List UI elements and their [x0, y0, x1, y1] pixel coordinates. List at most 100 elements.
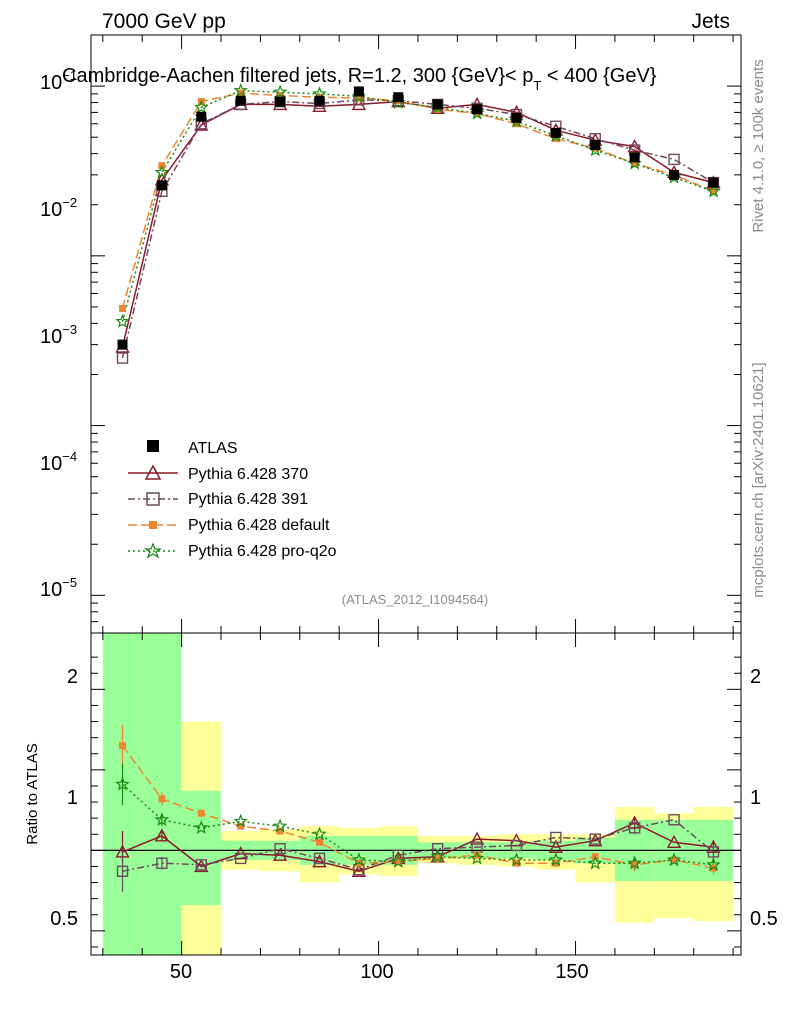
plot-title-end: < 400 {GeV} [541, 65, 656, 87]
ratio-point-p370 [351, 863, 367, 877]
main-point-atlas [196, 111, 207, 122]
ratio-point-p391 [707, 846, 720, 858]
ratio-point-pdefault [158, 795, 166, 803]
main-point-pdefault [119, 304, 127, 312]
main-point-atlas [235, 95, 246, 106]
ratio-point-pdefault [237, 822, 245, 830]
ratio-point-p391 [589, 833, 601, 845]
ratio-y-tick-05-left: 0.5 [50, 908, 78, 930]
ratio-point-p370 [666, 834, 682, 848]
main-point-pdefault [709, 187, 717, 195]
ratio-point-pq2o [548, 852, 564, 867]
legend-marker-p370 [144, 464, 162, 480]
ratio-point-p391 [668, 814, 680, 826]
y-tick-1e-2: 10−2 [40, 195, 77, 221]
main-point-p370 [351, 96, 367, 111]
analysis-id: (ATLAS_2012_I1094564) [342, 592, 488, 607]
ratio-point-p391 [234, 852, 247, 865]
main-point-pq2o [272, 84, 288, 99]
legend-label-p391: Pythia 6.428 391 [188, 491, 308, 508]
ratio-point-p391 [195, 859, 208, 871]
ratio-point-pq2o [391, 853, 406, 868]
main-plot-area [91, 35, 741, 633]
ratio-y-tick-1-left: 1 [67, 787, 78, 809]
main-point-atlas [432, 99, 443, 110]
y-tick-1e-5: 10−5 [40, 575, 77, 601]
ratio-plot-frame [90, 632, 742, 956]
ratio-point-pq2o [509, 852, 524, 867]
ratio-point-pq2o [627, 855, 642, 870]
main-point-pq2o [233, 83, 248, 97]
ratio-y-tick-2-right: 2 [750, 666, 761, 688]
main-point-atlas [393, 92, 404, 103]
legend-label-pq2o: Pythia 6.428 pro-q2o [188, 543, 337, 560]
ratio-point-p370 [115, 844, 130, 858]
ratio-y-tick-1-right: 1 [750, 787, 761, 809]
legend-label-atlas: ATLAS [188, 440, 238, 457]
x-tick-150: 150 [555, 961, 588, 983]
ratio-y-tick-2-left: 2 [67, 666, 78, 688]
main-point-atlas [669, 169, 680, 180]
ratio-point-p391 [431, 843, 444, 855]
y-tick-1e-3: 10−3 [40, 322, 77, 348]
ratio-point-p391 [628, 822, 641, 834]
energy-label: 7000 GeV pp [102, 10, 226, 33]
ratio-point-pq2o [706, 857, 721, 872]
ratio-line-p391 [122, 818, 714, 873]
ratio-point-p391 [313, 852, 326, 865]
main-point-atlas [629, 152, 640, 163]
ratio-point-pdefault [473, 851, 481, 859]
ratio-point-pdefault [197, 809, 205, 817]
ratio-point-p391 [116, 865, 129, 877]
legend-marker-p391 [146, 492, 160, 506]
main-point-atlas [156, 180, 167, 191]
main-series-group [115, 83, 721, 364]
ratio-point-p370 [194, 858, 209, 873]
main-point-atlas [275, 96, 286, 107]
ratio-point-pq2o [115, 776, 130, 791]
main-point-pdefault [631, 159, 639, 167]
y-tick-1e-1: 10−1 [40, 68, 77, 94]
legend-marker-atlas [147, 440, 159, 452]
ratio-point-pq2o [430, 849, 445, 863]
main-line-pdefault [121, 92, 714, 309]
main-point-atlas [472, 104, 483, 115]
main-point-atlas [590, 139, 601, 150]
ratio-point-p370 [588, 833, 603, 847]
ratio-point-pdefault [394, 858, 402, 866]
ratio-point-pq2o [666, 852, 682, 867]
main-point-p370 [194, 117, 209, 131]
ratio-point-p370 [154, 828, 170, 842]
ratio-point-pdefault [315, 838, 323, 846]
legend-label-pdefault: Pythia 6.428 default [188, 517, 330, 534]
rivet-version-label: Rivet 4.1.0, ≥ 100k events [750, 59, 767, 232]
ratio-point-p370 [548, 839, 564, 853]
main-line-pq2o [121, 89, 714, 322]
main-axis-ticks [91, 34, 741, 634]
ratio-point-pdefault [276, 827, 284, 835]
mcplots-url-label: mcplots.cern.ch [arXiv:2401.10621] [750, 362, 767, 597]
ratio-point-pq2o [233, 813, 248, 828]
main-y-tick-labels: 10−5 10−4 10−3 10−2 10−1 [40, 68, 77, 601]
ratio-point-pq2o [587, 855, 603, 870]
ratio-line-pq2o [121, 783, 714, 866]
ratio-point-p391 [550, 831, 562, 844]
main-point-pdefault [355, 94, 363, 102]
main-point-atlas [314, 95, 325, 106]
main-point-atlas [511, 112, 522, 123]
ratio-point-pq2o [194, 820, 209, 835]
main-point-p391 [668, 153, 680, 166]
ratio-point-p391 [156, 857, 168, 869]
jets-label: Jets [691, 10, 730, 33]
x-tick-50: 50 [170, 961, 192, 983]
ratio-point-pdefault [670, 856, 678, 864]
legend-marker-pq2o [144, 542, 162, 559]
main-line-p391 [121, 99, 714, 359]
ratio-point-p370 [469, 831, 485, 845]
ratio-point-pq2o [312, 826, 327, 841]
main-point-pq2o [154, 164, 170, 179]
ratio-point-pq2o [154, 812, 170, 826]
main-point-pq2o [115, 313, 130, 328]
legend-marker-pdefault [149, 521, 157, 529]
